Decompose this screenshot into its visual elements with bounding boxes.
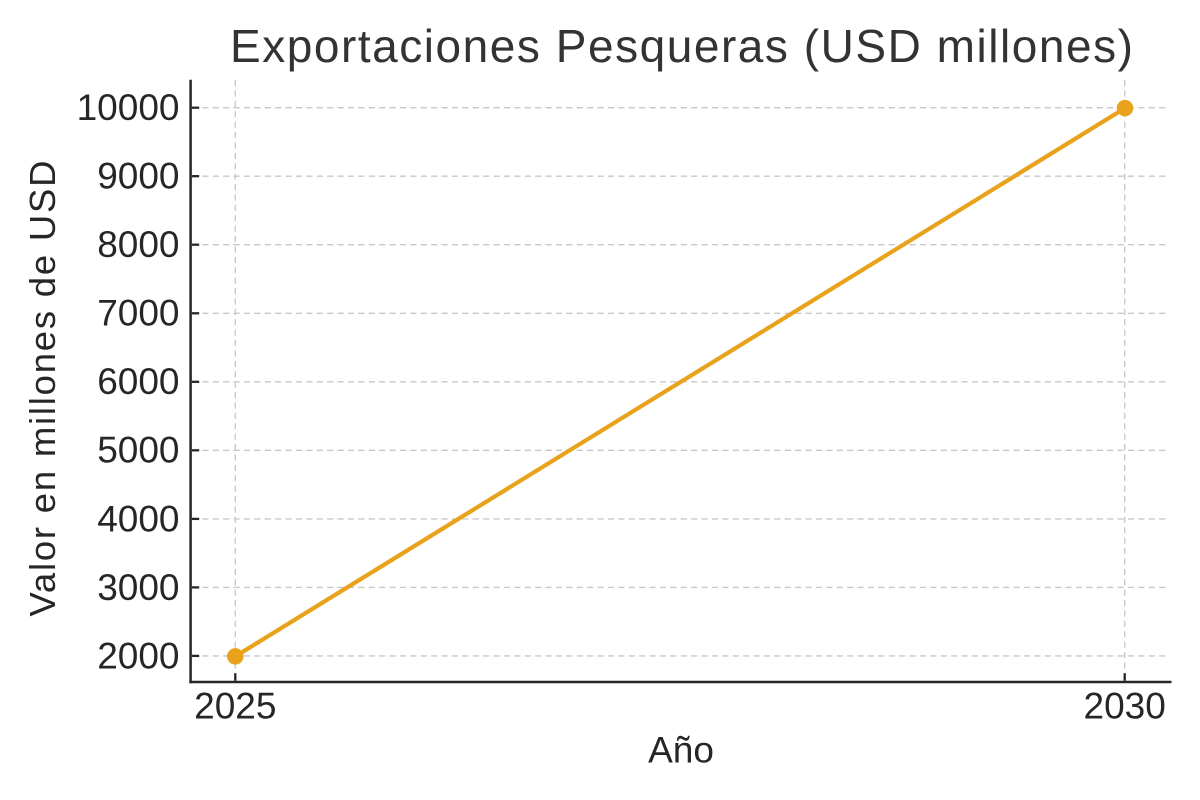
svg-text:3000: 3000 [97, 567, 179, 608]
svg-text:Año: Año [648, 730, 714, 771]
svg-text:Valor en millones de USD: Valor en millones de USD [22, 161, 63, 617]
svg-text:Exportaciones Pesqueras (USD m: Exportaciones Pesqueras (USD millones) [230, 20, 1133, 72]
svg-text:7000: 7000 [97, 293, 179, 334]
svg-text:2000: 2000 [97, 635, 179, 676]
svg-text:4000: 4000 [97, 498, 179, 539]
svg-text:5000: 5000 [97, 430, 179, 471]
svg-text:8000: 8000 [97, 224, 179, 265]
svg-text:2025: 2025 [194, 686, 276, 727]
svg-text:10000: 10000 [77, 87, 180, 128]
svg-text:6000: 6000 [97, 361, 179, 402]
svg-text:9000: 9000 [97, 156, 179, 197]
svg-text:2030: 2030 [1084, 686, 1166, 727]
